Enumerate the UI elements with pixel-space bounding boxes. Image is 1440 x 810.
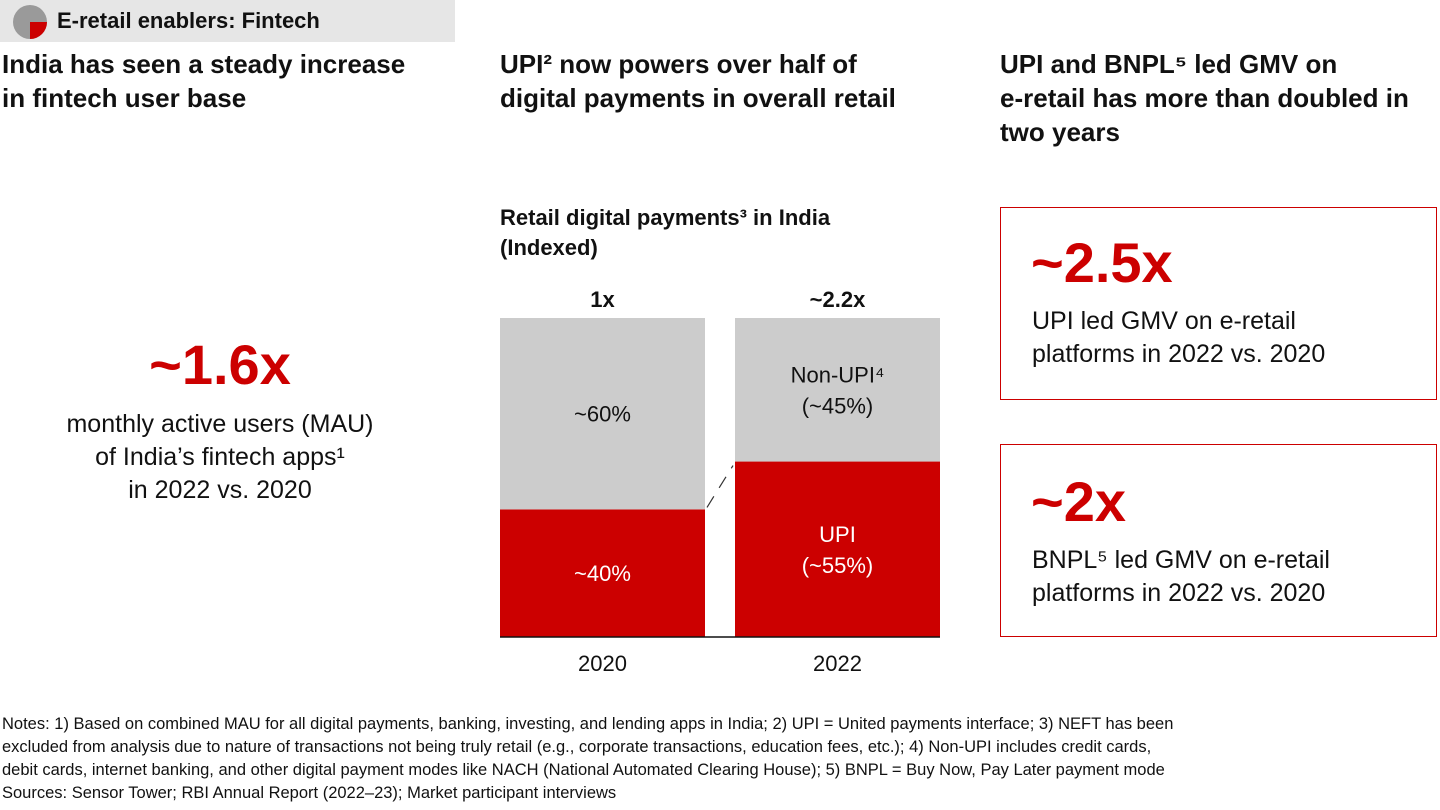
upi-gmv-box: ~2.5x UPI led GMV on e-retail platforms … [1000, 207, 1437, 400]
footnotes: Notes: 1) Based on combined MAU for all … [2, 713, 1438, 805]
bnpl-gmv-description: BNPL⁵ led GMV on e-retail platforms in 2… [1032, 544, 1330, 610]
mau-stat-value: ~1.6x [149, 333, 291, 396]
mau-desc-line: in 2022 vs. 2020 [128, 476, 312, 504]
col1-heading-line: India has seen a steady increase [2, 49, 406, 79]
col3-heading-line: e-retail has more than doubled in [1000, 83, 1409, 113]
col3-heading-line: UPI and BNPL⁵ led GMV on [1000, 49, 1338, 79]
section-tag: E-retail enablers: Fintech [0, 0, 455, 42]
chart-title-line: Retail digital payments³ in India [500, 205, 831, 230]
chart-title: Retail digital payments³ in India (Index… [500, 203, 830, 263]
footnote-line: debit cards, internet banking, and other… [2, 761, 1165, 779]
pie-logo-icon [13, 5, 47, 39]
axis-break-connector [706, 465, 734, 508]
bar-segment-nonupi-2020 [500, 318, 705, 510]
bar-segment-upi-2022 [735, 461, 940, 637]
col3-heading-line: two years [1000, 117, 1120, 147]
mau-desc-line: of India’s fintech apps¹ [95, 443, 345, 471]
mau-desc-line: monthly active users (MAU) [66, 410, 374, 438]
section-tag-label: E-retail enablers: Fintech [57, 8, 320, 33]
bar-segment-label: UPI (~55%) [802, 522, 874, 578]
bar-segment-label: ~60% [574, 402, 631, 427]
bnpl-gmv-desc-line: platforms in 2022 vs. 2020 [1032, 579, 1326, 607]
upi-gmv-description: UPI led GMV on e-retail platforms in 202… [1032, 305, 1325, 371]
upi-gmv-desc-line: UPI led GMV on e-retail [1032, 307, 1296, 335]
footnote-line: excluded from analysis due to nature of … [2, 738, 1152, 756]
x-tick-label: 2020 [578, 651, 627, 676]
footnote-line: Notes: 1) Based on combined MAU for all … [2, 715, 1174, 733]
upi-gmv-desc-line: platforms in 2022 vs. 2020 [1032, 340, 1326, 368]
bnpl-gmv-desc-line: BNPL⁵ led GMV on e-retail [1032, 546, 1330, 574]
col3-heading: UPI and BNPL⁵ led GMV on e-retail has mo… [1000, 47, 1409, 149]
chart-title-line: (Indexed) [500, 235, 598, 260]
bar-segment-nonupi-2022 [735, 318, 940, 462]
col1-heading: India has seen a steady increase in fint… [2, 47, 405, 115]
mau-stat-description: monthly active users (MAU) of India’s fi… [0, 408, 440, 507]
bnpl-gmv-box: ~2x BNPL⁵ led GMV on e-retail platforms … [1000, 444, 1437, 637]
bar-segment-label: ~40% [574, 561, 631, 586]
bnpl-gmv-value: ~2x [1031, 470, 1126, 533]
x-tick-label: 2022 [813, 651, 862, 676]
col2-heading-line: UPI² now powers over half of [500, 49, 857, 79]
bar-total-label: 1x [590, 287, 615, 312]
upi-gmv-value: ~2.5x [1031, 231, 1173, 294]
bar-total-label: ~2.2x [810, 287, 866, 312]
footnote-line: Sources: Sensor Tower; RBI Annual Report… [2, 784, 617, 802]
col1-heading-line: in fintech user base [2, 83, 247, 113]
bar-segment-label: Non-UPI⁴ (~45%) [791, 362, 885, 418]
payments-bar-chart: ~40% ~60% 1x 2020 UPI (~55%) Non-UPI⁴ (~45%) ~2.… [500, 287, 940, 676]
bar-segment-upi-2020 [500, 509, 705, 637]
col2-heading: UPI² now powers over half of digital pay… [500, 47, 896, 115]
col2-heading-line: digital payments in overall retail [500, 83, 896, 113]
